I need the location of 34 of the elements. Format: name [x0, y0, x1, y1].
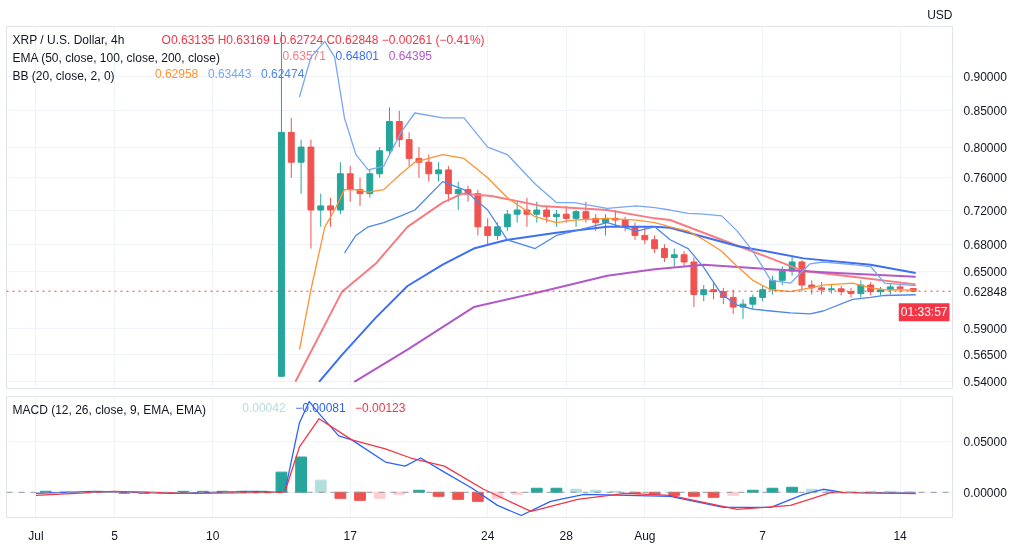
ref-line-label: 0.62848 [963, 284, 1008, 299]
text: 0.64395 [388, 48, 433, 63]
y-tick-label: 0.56500 [963, 348, 1008, 363]
y-axis-title: USD [927, 7, 953, 22]
y-tick-label: 0.76000 [963, 171, 1008, 186]
y-tick-label: 0.90000 [963, 70, 1008, 85]
annotation: 01:33:57 [900, 305, 948, 320]
annotation: EMA (50, close, 100, close, 200, close) [12, 50, 220, 65]
x-tick-label: 14 [893, 528, 908, 543]
series-label: −0.00123 [355, 400, 406, 415]
x-tick-label: 24 [481, 528, 495, 543]
x-tick-label: 10 [206, 528, 220, 543]
y-tick-label: 0.59000 [963, 322, 1008, 337]
text: 0.00042 [242, 400, 286, 415]
x-tick-label: 17 [343, 528, 358, 543]
y-tick-label: 0.85000 [963, 104, 1008, 119]
annotation: BB (20, close, 2, 0) [12, 68, 115, 83]
y-tick-label: 0.54000 [963, 375, 1008, 390]
x-tick-label: 5 [111, 528, 119, 543]
text: 0.62958 [154, 66, 199, 81]
y-tick-label: 0.65000 [963, 264, 1008, 279]
text: 0.63443 [207, 66, 252, 81]
y-tick-label: 0.72000 [963, 203, 1008, 218]
x-tick-label: 28 [559, 528, 574, 543]
y-tick-label: 0.68000 [963, 237, 1008, 252]
x-tick-label: Jul [28, 528, 44, 543]
y-tick-label: 0.05000 [963, 435, 1008, 450]
x-tick-label: 7 [759, 528, 767, 543]
text: MACD (12, 26, close, 9, EMA, EMA) [12, 402, 206, 417]
y-tick-label: 0.80000 [963, 140, 1008, 155]
text: XRP / U.S. Dollar, 4h [12, 32, 125, 47]
text: 0.64801 [335, 48, 380, 63]
y-tick-label: 0.00000 [963, 485, 1008, 500]
x-tick-label: Aug [634, 528, 656, 543]
